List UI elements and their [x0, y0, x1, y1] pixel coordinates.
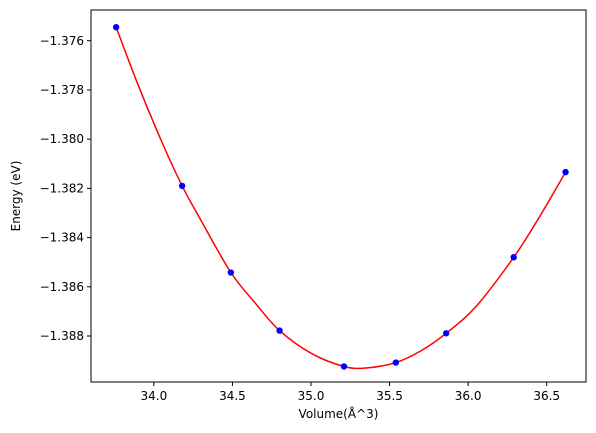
y-tick-label: −1.378 [40, 83, 84, 97]
data-point [392, 359, 400, 366]
plot-area [91, 10, 586, 382]
data-point [562, 168, 569, 176]
x-tick-label: 36.5 [533, 389, 560, 403]
y-tick-label: −1.388 [40, 329, 84, 343]
data-point [178, 182, 186, 190]
data-point [227, 269, 235, 276]
data-point [112, 24, 120, 31]
x-axis-label: Volume(Å^3) [299, 406, 379, 421]
x-tick-label: 36.0 [455, 389, 482, 403]
x-tick-label: 35.5 [376, 389, 403, 403]
data-point [510, 254, 517, 261]
tick-group: 34.0 34.5 35.0 35.5 36.0 36.5 −1.376 −1.378 −1.3… [40, 34, 560, 403]
y-tick-label: −1.380 [40, 132, 84, 146]
plot-frame [90, 9, 587, 383]
y-tick-label: −1.384 [40, 231, 84, 245]
data-point [276, 327, 283, 334]
series-group [112, 24, 569, 370]
y-tick-label: −1.376 [40, 34, 84, 48]
data-point [442, 330, 450, 337]
data-point [340, 363, 348, 370]
x-tick-label: 35.0 [298, 389, 325, 403]
y-tick-label: −1.382 [40, 181, 84, 195]
x-tick-label: 34.0 [140, 389, 167, 403]
fit-curve-line [115, 26, 567, 370]
y-axis-label: Energy (eV) [9, 161, 23, 232]
x-tick-label: 34.5 [219, 389, 246, 403]
y-tick-label: −1.386 [40, 280, 84, 294]
